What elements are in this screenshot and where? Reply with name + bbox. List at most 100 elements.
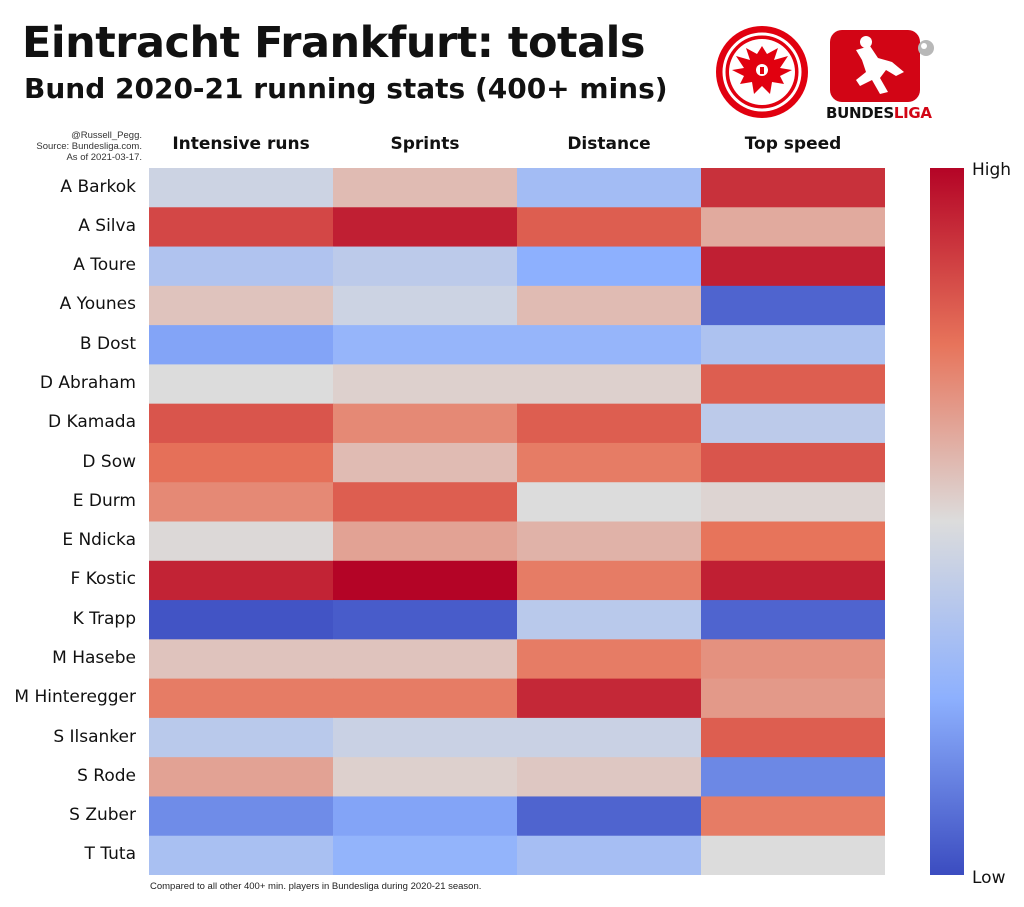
heatmap-cell xyxy=(333,560,518,601)
heatmap-cell xyxy=(333,835,518,875)
eintracht-eagle-icon xyxy=(716,26,808,118)
heatmap-cell xyxy=(701,325,885,365)
heatmap-cell xyxy=(149,364,334,405)
row-label: E Ndicka xyxy=(62,530,136,551)
row-label: A Toure xyxy=(73,255,136,276)
heatmap-cell xyxy=(149,757,334,797)
wordmark-part-2: LIGA xyxy=(893,104,932,122)
heatmap-cell xyxy=(517,639,702,680)
heatmap-cell xyxy=(333,207,518,248)
heatmap-cell xyxy=(333,285,518,326)
heatmap-cell xyxy=(517,403,702,444)
row-label: B Dost xyxy=(79,333,136,354)
heatmap-cell xyxy=(701,442,885,483)
wordmark-part-1: BUNDES xyxy=(826,104,894,122)
heatmap-cell xyxy=(333,600,518,640)
heatmap-cell xyxy=(701,521,885,562)
heatmap-cell xyxy=(517,168,702,208)
heatmap-cell xyxy=(701,482,885,522)
colorbar-high-label: High xyxy=(972,160,1012,180)
heatmap-cell xyxy=(149,717,334,758)
heatmap-cell xyxy=(701,168,885,208)
heatmap-cell xyxy=(333,325,518,365)
heatmap-cell xyxy=(149,835,334,875)
column-header-top-speed: Top speed xyxy=(744,134,842,154)
row-label: A Barkok xyxy=(60,176,136,197)
heatmap-cell xyxy=(517,757,702,797)
heatmap-cell xyxy=(333,717,518,758)
heatmap-cell xyxy=(517,796,702,837)
row-label: D Kamada xyxy=(48,412,136,433)
heatmap-cell xyxy=(517,560,702,601)
heatmap-cell xyxy=(333,796,518,837)
colorbar-low-label: Low xyxy=(972,868,1006,888)
row-label: D Sow xyxy=(82,451,136,472)
heatmap-cell xyxy=(701,364,885,405)
heatmap-cell xyxy=(517,482,702,522)
heatmap-cell xyxy=(149,521,334,562)
heatmap-cell xyxy=(149,600,334,640)
heatmap-cell xyxy=(333,639,518,680)
heatmap-cell xyxy=(701,207,885,248)
heatmap-cell xyxy=(333,442,518,483)
heatmap-cell xyxy=(333,364,518,405)
heatmap-cell xyxy=(517,521,702,562)
credit-date: As of 2021-03-17. xyxy=(66,152,142,163)
heatmap-cell xyxy=(701,600,885,640)
column-header-sprints: Sprints xyxy=(390,134,460,154)
heatmap-cell xyxy=(517,600,702,640)
heatmap-cell xyxy=(517,285,702,326)
heatmap-cell xyxy=(149,325,334,365)
heatmap-cell xyxy=(333,757,518,797)
heatmap-cell xyxy=(701,717,885,758)
heatmap-cell xyxy=(701,678,885,719)
heatmap-cell xyxy=(333,482,518,522)
source-credit: @Russell_Pegg. Source: Bundesliga.com. A… xyxy=(36,130,142,163)
heatmap-cell xyxy=(149,560,334,601)
heatmap-cell xyxy=(333,403,518,444)
heatmap-cell xyxy=(517,246,702,287)
heatmap-cell xyxy=(149,796,334,837)
heatmap-cell xyxy=(149,639,334,680)
credit-author: @Russell_Pegg. xyxy=(71,130,142,141)
heatmap-cell xyxy=(149,482,334,522)
row-label: T Tuta xyxy=(84,844,136,865)
column-header-distance: Distance xyxy=(567,134,651,154)
heatmap-cell xyxy=(701,560,885,601)
heatmap-cell xyxy=(701,835,885,875)
chart-title: Eintracht Frankfurt: totals xyxy=(22,18,645,68)
row-label: S Zuber xyxy=(69,805,136,826)
heatmap-cell xyxy=(701,757,885,797)
heatmap-cell xyxy=(149,168,334,208)
heatmap-cell xyxy=(333,246,518,287)
row-label: D Abraham xyxy=(39,373,136,394)
heatmap-cell xyxy=(517,364,702,405)
heatmap-cell xyxy=(701,285,885,326)
heatmap-grid xyxy=(149,168,885,875)
row-label: K Trapp xyxy=(72,608,136,629)
heatmap-cell xyxy=(517,207,702,248)
column-header-intensive-runs: Intensive runs xyxy=(172,134,310,154)
heatmap-cell xyxy=(701,246,885,287)
heatmap-cell xyxy=(333,521,518,562)
heatmap-cell xyxy=(149,207,334,248)
heatmap-cell xyxy=(333,168,518,208)
heatmap-cell xyxy=(517,442,702,483)
row-label: A Younes xyxy=(59,294,136,315)
colorbar xyxy=(930,168,964,875)
credit-source: Source: Bundesliga.com. xyxy=(36,141,142,152)
row-label: S Rode xyxy=(77,765,136,786)
heatmap-cell xyxy=(149,678,334,719)
heatmap-cell xyxy=(517,835,702,875)
heatmap-cell xyxy=(149,442,334,483)
bundesliga-wordmark: BUNDESLIGA xyxy=(826,104,932,122)
heatmap-cell xyxy=(333,678,518,719)
row-label: E Durm xyxy=(72,490,136,511)
heatmap-cell xyxy=(517,325,702,365)
bundesliga-player-icon xyxy=(830,30,934,102)
heatmap-cell xyxy=(701,639,885,680)
heatmap-cell xyxy=(149,246,334,287)
footnote: Compared to all other 400+ min. players … xyxy=(150,881,482,892)
heatmap-cell xyxy=(517,678,702,719)
row-label: F Kostic xyxy=(70,569,136,590)
